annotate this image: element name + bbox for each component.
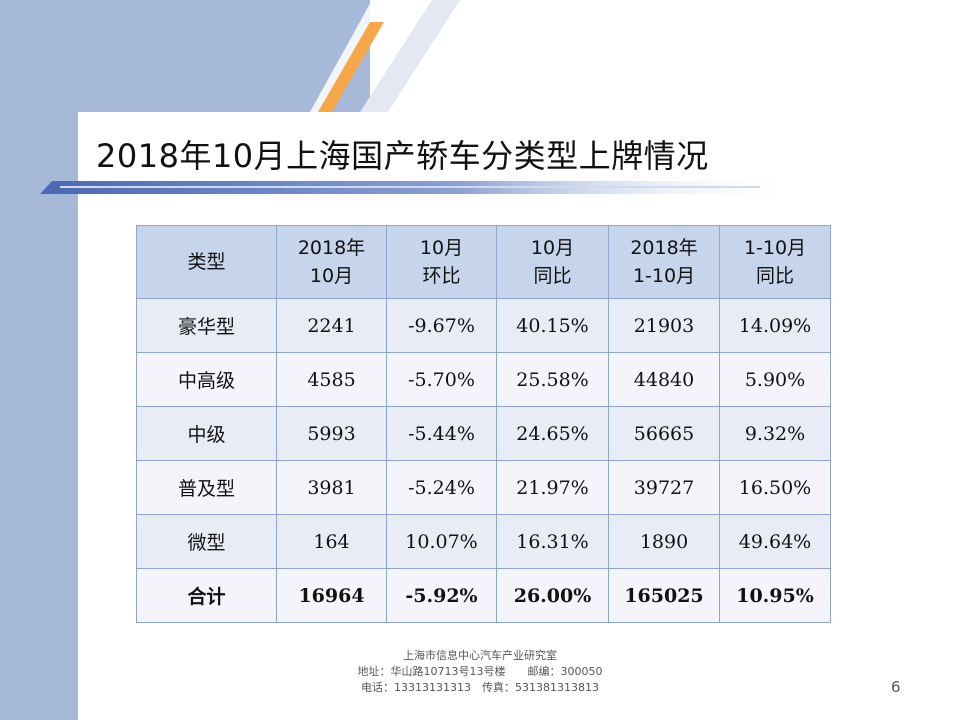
value-cell: 16.50% <box>719 460 831 515</box>
header-oct-yoy: 10月 同比 <box>496 225 609 299</box>
value-cell: 5993 <box>276 406 387 461</box>
total-value-cell: 16964 <box>276 568 387 623</box>
table-row: 普及型 3981 -5.24% 21.97% 39727 16.50% <box>136 460 831 515</box>
header-line: 1-10月 <box>743 237 807 259</box>
value-cell: 14.09% <box>719 298 831 353</box>
footer-contact: 电话：13313131313 传真：531381313813 <box>361 681 599 694</box>
total-value-cell: 165025 <box>608 568 720 623</box>
total-value-cell: 26.00% <box>496 568 609 623</box>
footer-address: 地址：华山路10713号13号楼 邮编：300050 <box>357 665 603 678</box>
value-cell: 164 <box>276 514 387 569</box>
header-line: 同比 <box>755 265 794 287</box>
category-cell: 中级 <box>136 406 277 461</box>
value-cell: -9.67% <box>386 298 497 353</box>
registration-table: 类型 2018年 10月 10月 环比 10月 同比 2018年 1-10月 1… <box>136 225 831 623</box>
value-cell: 39727 <box>608 460 720 515</box>
footer-org: 上海市信息中心汽车产业研究室 <box>403 649 557 662</box>
value-cell: 25.58% <box>496 352 609 407</box>
value-cell: 44840 <box>608 352 720 407</box>
category-cell: 豪华型 <box>136 298 277 353</box>
header-line: 1-10月 <box>632 265 696 287</box>
header-line: 类型 <box>187 251 226 273</box>
value-cell: 49.64% <box>719 514 831 569</box>
total-value-cell: -5.92% <box>386 568 497 623</box>
table-row: 微型 164 10.07% 16.31% 1890 49.64% <box>136 514 831 569</box>
table-header-row: 类型 2018年 10月 10月 环比 10月 同比 2018年 1-10月 1… <box>136 225 831 299</box>
header-category: 类型 <box>136 225 277 299</box>
light-stripe-decor <box>360 0 460 112</box>
category-cell: 微型 <box>136 514 277 569</box>
header-jan-oct-yoy: 1-10月 同比 <box>719 225 831 299</box>
total-row: 合计 16964 -5.92% 26.00% 165025 10.95% <box>136 568 831 623</box>
value-cell: 24.65% <box>496 406 609 461</box>
category-cell: 普及型 <box>136 460 277 515</box>
header-2018-oct: 2018年 10月 <box>276 225 387 299</box>
table-row: 中高级 4585 -5.70% 25.58% 44840 5.90% <box>136 352 831 407</box>
value-cell: -5.70% <box>386 352 497 407</box>
table-row: 豪华型 2241 -9.67% 40.15% 21903 14.09% <box>136 298 831 353</box>
value-cell: -5.44% <box>386 406 497 461</box>
value-cell: 16.31% <box>496 514 609 569</box>
header-2018-jan-oct: 2018年 1-10月 <box>608 225 720 299</box>
category-cell: 中高级 <box>136 352 277 407</box>
header-line: 10月 <box>530 237 575 259</box>
top-decor-band <box>0 0 370 112</box>
page-number: 6 <box>891 678 901 696</box>
header-line: 环比 <box>422 265 461 287</box>
value-cell: 5.90% <box>719 352 831 407</box>
total-value-cell: 10.95% <box>719 568 831 623</box>
value-cell: 40.15% <box>496 298 609 353</box>
header-line: 10月 <box>309 265 354 287</box>
value-cell: 2241 <box>276 298 387 353</box>
value-cell: -5.24% <box>386 460 497 515</box>
header-line: 10月 <box>419 237 464 259</box>
value-cell: 21.97% <box>496 460 609 515</box>
value-cell: 56665 <box>608 406 720 461</box>
left-decor-band <box>0 0 78 720</box>
value-cell: 4585 <box>276 352 387 407</box>
title-underline-decor <box>40 181 800 194</box>
header-oct-mom: 10月 环比 <box>386 225 497 299</box>
header-line: 2018年 <box>297 237 366 259</box>
value-cell: 21903 <box>608 298 720 353</box>
slide-title: 2018年10月上海国产轿车分类型上牌情况 <box>96 137 709 175</box>
total-label-cell: 合计 <box>136 568 277 623</box>
orange-stripe-decor <box>318 22 384 112</box>
header-line: 2018年 <box>630 237 698 259</box>
value-cell: 3981 <box>276 460 387 515</box>
footer-info: 上海市信息中心汽车产业研究室 地址：华山路10713号13号楼 邮编：30005… <box>300 648 660 696</box>
value-cell: 9.32% <box>719 406 831 461</box>
value-cell: 1890 <box>608 514 720 569</box>
table-row: 中级 5993 -5.44% 24.65% 56665 9.32% <box>136 406 831 461</box>
header-line: 同比 <box>533 265 572 287</box>
value-cell: 10.07% <box>386 514 497 569</box>
